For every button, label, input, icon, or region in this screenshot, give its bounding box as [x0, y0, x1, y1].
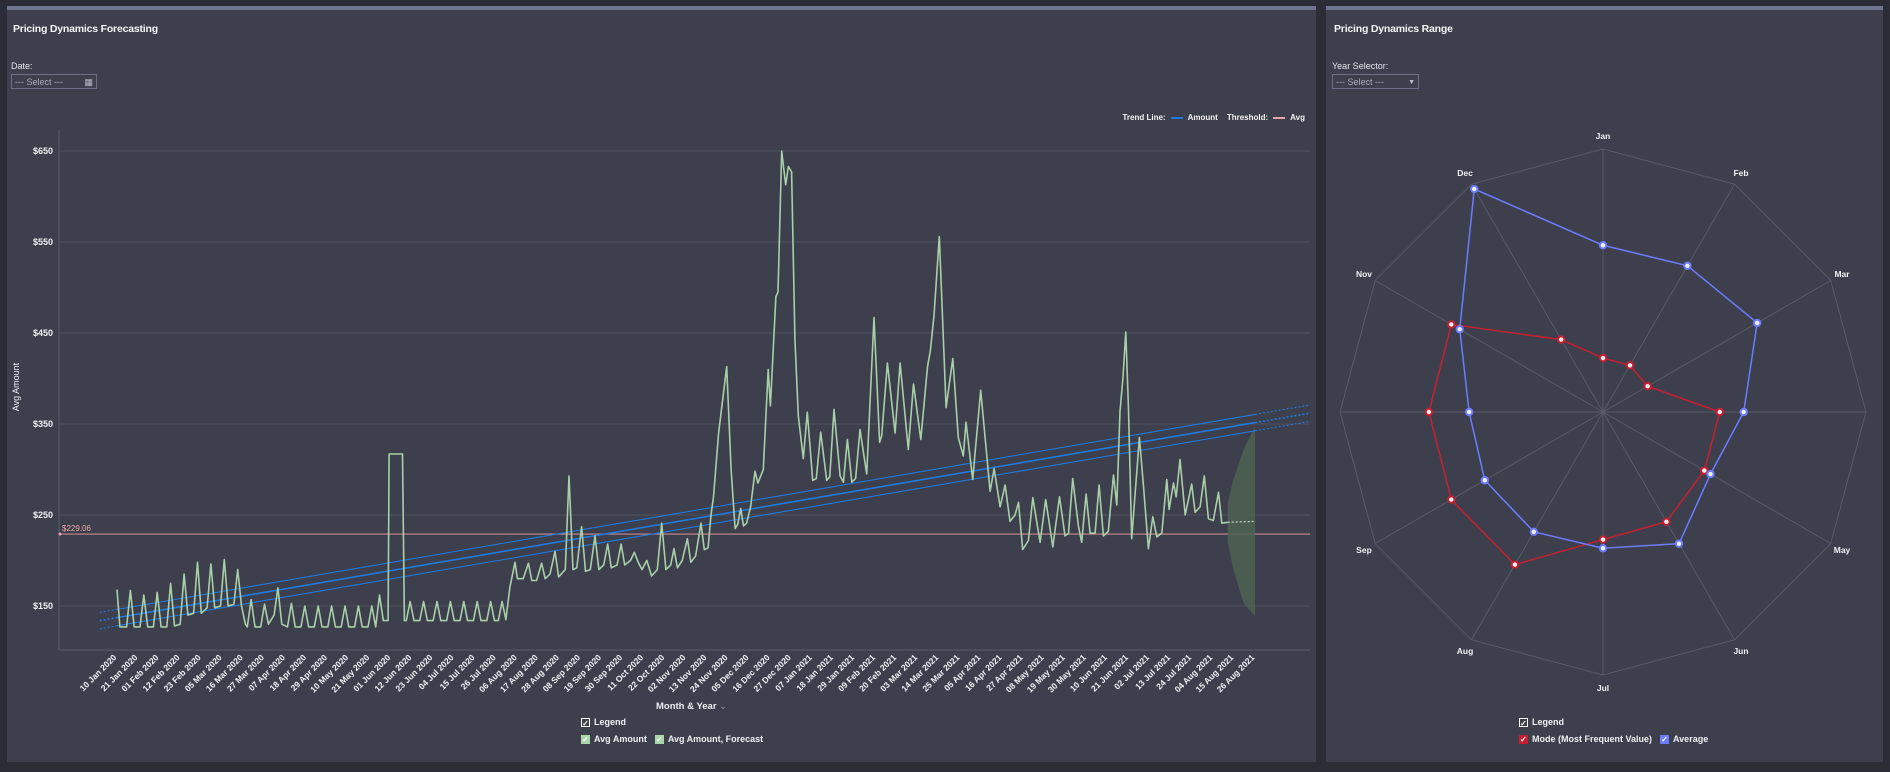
trend-swatch: [1170, 116, 1183, 119]
checkbox-icon[interactable]: ✓: [654, 734, 664, 744]
y-axis-title: Avg Amount: [11, 362, 22, 412]
year-placeholder: --- Select ---: [1336, 77, 1384, 87]
threshold-swatch: [1273, 116, 1286, 119]
top-legend: Trend Line: Amount Threshold: Avg: [1122, 113, 1305, 122]
forecasting-title: Pricing Dynamics Forecasting: [13, 23, 158, 35]
legend-toggle[interactable]: ✓ Legend: [581, 715, 763, 729]
checkbox-icon[interactable]: ✓: [581, 717, 590, 728]
legend-item-average[interactable]: Average: [1673, 734, 1709, 744]
forecasting-panel: [7, 6, 1316, 762]
range-title: Pricing Dynamics Range: [1334, 23, 1453, 35]
forecast-legend: ✓ Legend ✓ Avg Amount ✓ Avg Amount, Forecas…: [581, 715, 763, 746]
trend-line-label: Trend Line:: [1122, 113, 1166, 122]
legend-toggle-label: Legend: [594, 717, 627, 727]
legend-toggle-label: Legend: [1532, 717, 1565, 727]
checkbox-icon[interactable]: ✓: [581, 734, 590, 744]
checkbox-icon[interactable]: ✓: [1519, 734, 1528, 744]
threshold-label: Threshold:: [1226, 113, 1269, 122]
date-label: Date:: [11, 61, 33, 71]
dropdown-arrow-icon[interactable]: ▼: [1408, 79, 1415, 86]
legend-item-forecast[interactable]: Avg Amount, Forecast: [667, 734, 764, 744]
year-selector[interactable]: --- Select --- ▼: [1332, 74, 1419, 89]
range-panel: [1326, 6, 1883, 762]
calendar-icon[interactable]: ▦: [84, 77, 93, 87]
threshold-item[interactable]: Avg: [1290, 113, 1305, 122]
x-axis-title-text: Month & Year: [656, 701, 717, 712]
legend-toggle[interactable]: ✓ Legend: [1519, 715, 1708, 729]
range-legend: ✓ Legend ✓ Mode (Most Frequent Value) ✓ Ave…: [1519, 715, 1708, 746]
checkbox-icon[interactable]: ✓: [1660, 734, 1670, 744]
year-selector-label: Year Selector:: [1332, 61, 1389, 71]
chevron-down-icon[interactable]: ⌄: [719, 701, 728, 712]
date-picker[interactable]: --- Select --- ▦: [11, 74, 97, 89]
trend-item[interactable]: Amount: [1187, 113, 1218, 122]
legend-item-mode[interactable]: Mode (Most Frequent Value): [1532, 734, 1653, 744]
x-axis-title[interactable]: Month & Year ⌄: [656, 701, 727, 712]
date-placeholder: --- Select ---: [15, 77, 63, 87]
legend-item-avg-amount[interactable]: Avg Amount: [594, 734, 647, 744]
checkbox-icon[interactable]: ✓: [1519, 717, 1528, 728]
